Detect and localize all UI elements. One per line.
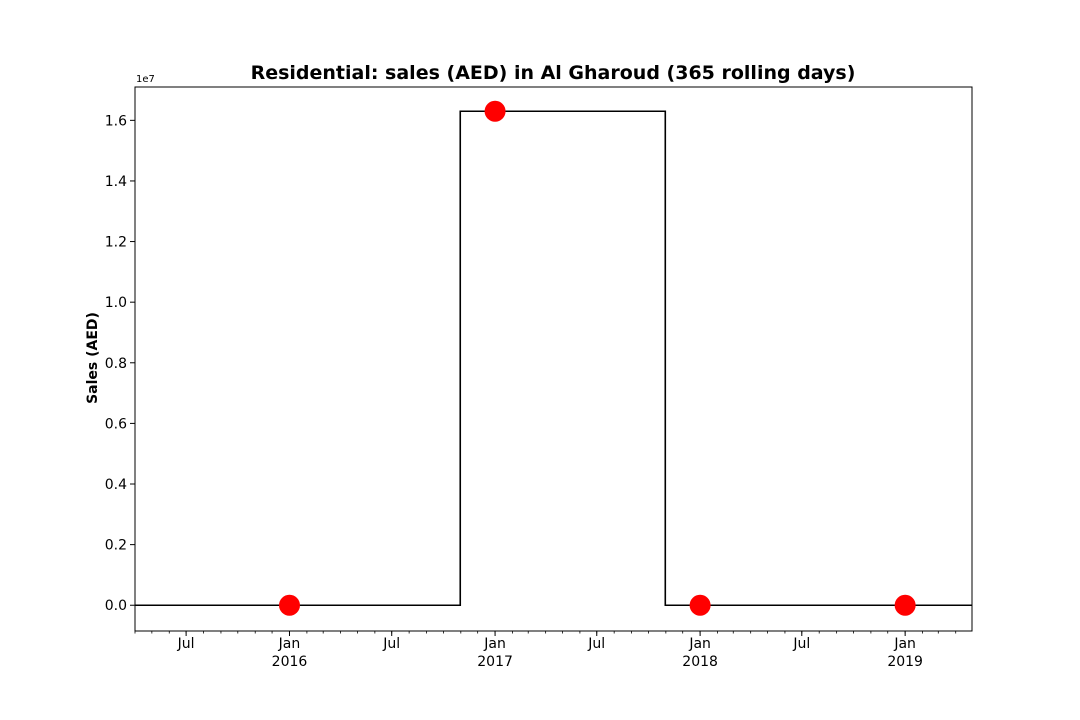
x-tick-year-label: 2019 [887,654,923,670]
y-tick-label: 0.8 [105,356,127,372]
y-tick-label: 1.0 [105,295,127,311]
x-tick-label: Jan [688,636,711,652]
x-tick-year-label: 2017 [477,654,513,670]
x-tick-label: Jul [382,636,400,652]
x-tick-label: Jan [278,636,301,652]
x-tick-year-label: 2016 [272,654,308,670]
x-tick-label: Jul [177,636,195,652]
x-tick-label: Jul [792,636,810,652]
y-tick-label: 0.2 [105,538,127,554]
x-tick-label: Jul [587,636,605,652]
data-point [689,594,711,616]
x-tick-label: Jan [483,636,506,652]
y-axis-label: Sales (AED) [85,312,101,404]
y-tick-label: 0.0 [105,598,127,614]
series-line [135,110,972,607]
y-tick-label: 1.2 [105,235,127,251]
y-tick-label: 0.4 [105,477,127,493]
y-tick-label: 1.4 [105,174,127,190]
plot-frame [134,86,973,632]
y-offset-label: 1e7 [136,74,155,85]
x-tick-label: Jan [893,636,916,652]
data-point [278,594,300,616]
y-tick-label: 0.6 [105,416,127,432]
plot-area: Jul Jan 2016 Jul Jan 2017 Jul Jan 2018 Jul Jan 2019… [105,86,973,670]
chart-title: Residential: sales (AED) in Al Gharoud (… [251,62,856,84]
data-point [894,594,916,616]
y-tick-label: 1.6 [105,113,127,129]
x-tick-year-label: 2018 [682,654,718,670]
data-point [484,100,506,122]
